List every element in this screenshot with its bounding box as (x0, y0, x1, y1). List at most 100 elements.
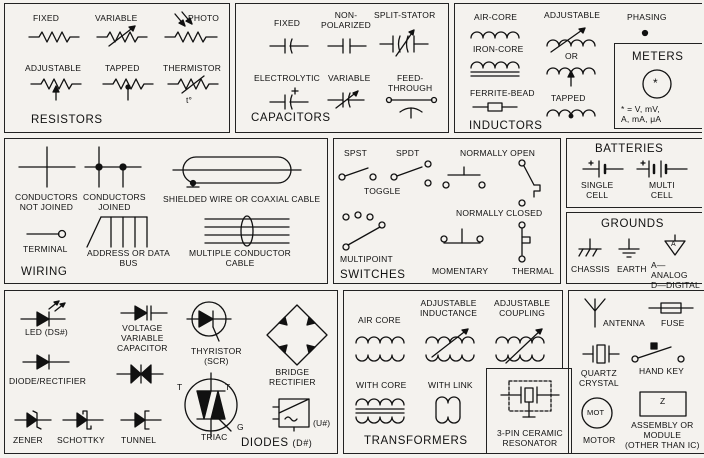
capacitors-panel: FIXED NON- POLARIZED SPLIT-STATOR ELECTR… (235, 3, 449, 133)
label-ind-tapped: TAPPED (551, 93, 586, 103)
label-toggle: TOGGLE (364, 186, 401, 196)
wiring-title: WIRING (21, 266, 68, 278)
switch-momentary-nc-symbol (440, 228, 484, 244)
label-thermistor-t: t° (186, 95, 193, 105)
transformers-panel: AIR CORE ADJUSTABLE INDUCTANCE ADJUSTABL… (343, 290, 563, 454)
label-schottky: SCHOTTKY (57, 435, 105, 445)
fuse-symbol (648, 302, 694, 314)
meters-panel: METERS * * = V, mV, A, mA, μA (614, 43, 702, 129)
label-spdt: SPDT (396, 148, 420, 158)
hand-key-symbol (631, 342, 685, 363)
zener-symbol (14, 410, 52, 430)
label-resistor-variable: VARIABLE (95, 13, 138, 23)
label-ind-ferrite: FERRITE-BEAD (470, 88, 535, 98)
label-shielded-cable: SHIELDED WIRE OR COAXIAL CABLE (163, 194, 321, 204)
ind-adjustable-symbol (546, 27, 596, 53)
label-ground-chassis: CHASSIS (571, 264, 610, 274)
batteries-title: BATTERIES (595, 143, 664, 155)
meters-title: METERS (632, 51, 684, 63)
label-resistor-photo: PHOTO (188, 13, 220, 23)
cap-feedthrough-symbol (385, 96, 438, 119)
ground-chassis-symbol (578, 238, 602, 257)
grounds-panel: GROUNDS CHASSIS EARTH A A—ANALOG D—DIGIT… (566, 212, 702, 289)
phasing-dot-symbol (641, 29, 649, 37)
tx-adj-inductance-symbol (425, 328, 475, 362)
label-tx-adj-inductance: ADJUSTABLE INDUCTANCE (420, 298, 478, 318)
switch-thermal-nc-symbol (518, 221, 531, 263)
label-triac-g: G (237, 422, 244, 432)
label-tx-withcore: WITH CORE (356, 380, 407, 390)
switch-momentary-no-symbol (442, 166, 486, 189)
cap-split-stator-symbol (379, 29, 429, 57)
varicap-symbol (120, 305, 168, 321)
ind-ferrite-symbol (472, 102, 518, 112)
schottky-symbol (62, 410, 104, 430)
assembly-module-symbol (639, 391, 687, 417)
inductors-title: INDUCTORS (469, 120, 543, 132)
terminal-symbol (26, 229, 67, 239)
ind-aircore-symbol (470, 31, 520, 39)
label-led: LED (DS#) (25, 327, 68, 338)
ind-ironcore-symbol (470, 61, 520, 77)
meter-symbol (642, 69, 672, 99)
ceramic-resonator-symbol (500, 380, 560, 418)
label-tx-adj-coupling: ADJUSTABLE COUPLING (494, 298, 551, 318)
thyristor-symbol (186, 301, 232, 342)
label-momentary: MOMENTARY (432, 266, 489, 276)
label-cap-fixed: FIXED (274, 18, 301, 28)
resistors-panel: FIXED VARIABLE PHOTO ADJUSTABLE TAPPED T… (4, 3, 230, 133)
label-fuse: FUSE (661, 318, 685, 328)
meter-asterisk: * (653, 76, 658, 90)
switch-thermal-no-symbol (518, 159, 541, 207)
shielded-cable-symbol (172, 156, 302, 188)
switch-spst-symbol (338, 167, 377, 181)
ground-a-mark: A (671, 241, 676, 248)
tx-withcore-symbol (355, 398, 405, 424)
label-wire-not-joined: CONDUCTORS NOT JOINED (15, 192, 78, 212)
resistor-tapped-symbol (102, 78, 154, 101)
label-normally-closed: NORMALLY CLOSED (456, 208, 543, 218)
label-led-suffix: (DS#) (44, 327, 68, 337)
cap-fixed-symbol (269, 38, 309, 54)
battery-multi-symbol (636, 160, 688, 178)
resistor-adjustable-symbol (30, 78, 82, 101)
label-ground-analog-digital: A—ANALOG D—DIGITAL (651, 260, 700, 290)
label-triac-t1: T (177, 382, 183, 392)
label-cap-feedthrough: FEED- THROUGH (388, 73, 433, 93)
label-terminal: TERMINAL (23, 244, 68, 254)
label-antenna: ANTENNA (603, 318, 646, 328)
diodes-title: DIODES (D#) (241, 437, 312, 449)
motor-mot-text: MOT (587, 408, 605, 417)
diodes-title-suffix: (D#) (292, 438, 313, 448)
resistors-title: RESISTORS (31, 114, 103, 126)
label-ind-or: OR (565, 51, 579, 61)
diodes-panel: LED (DS#) VOLTAGE VARIABLE CAPACITOR THY… (4, 290, 338, 454)
label-varicap: VOLTAGE VARIABLE CAPACITOR (117, 323, 168, 353)
batteries-panel: BATTERIES SINGLE CELL MULTI CELL (566, 138, 702, 208)
resistor-fixed-symbol (28, 31, 80, 43)
diodes-title-text: DIODES (241, 437, 289, 449)
label-bridge-u: (U#) (313, 418, 331, 428)
antenna-symbol (584, 298, 606, 328)
label-battery-multi: MULTI CELL (649, 180, 675, 200)
label-address-bus: ADDRESS OR DATA BUS (87, 248, 170, 268)
label-ground-earth: EARTH (617, 264, 647, 274)
label-zener: ZENER (13, 435, 43, 445)
label-ind-adjustable: ADJUSTABLE (544, 10, 601, 20)
quartz-crystal-symbol (582, 344, 620, 364)
switch-multipoint-symbol (342, 211, 386, 251)
label-cap-split-stator: SPLIT-STATOR (374, 10, 436, 20)
bridge-module-symbol (272, 398, 310, 432)
label-normally-open: NORMALLY OPEN (460, 148, 536, 158)
ground-earth-symbol (618, 238, 640, 258)
tx-withlink-symbol (435, 396, 461, 424)
cap-nonpolarized-symbol (327, 38, 367, 54)
rectifier-symbol (22, 354, 70, 370)
resonator-panel: 3-PIN CERAMIC RESONATOR (486, 368, 572, 454)
diac-symbol (116, 364, 164, 384)
label-motor: MOTOR (583, 435, 616, 445)
label-thyristor: THYRISTOR (SCR) (191, 346, 242, 366)
assembly-z-text: Z (660, 396, 666, 406)
label-tx-withlink: WITH LINK (428, 380, 473, 390)
ind-adjustable-alt-symbol (546, 67, 596, 87)
